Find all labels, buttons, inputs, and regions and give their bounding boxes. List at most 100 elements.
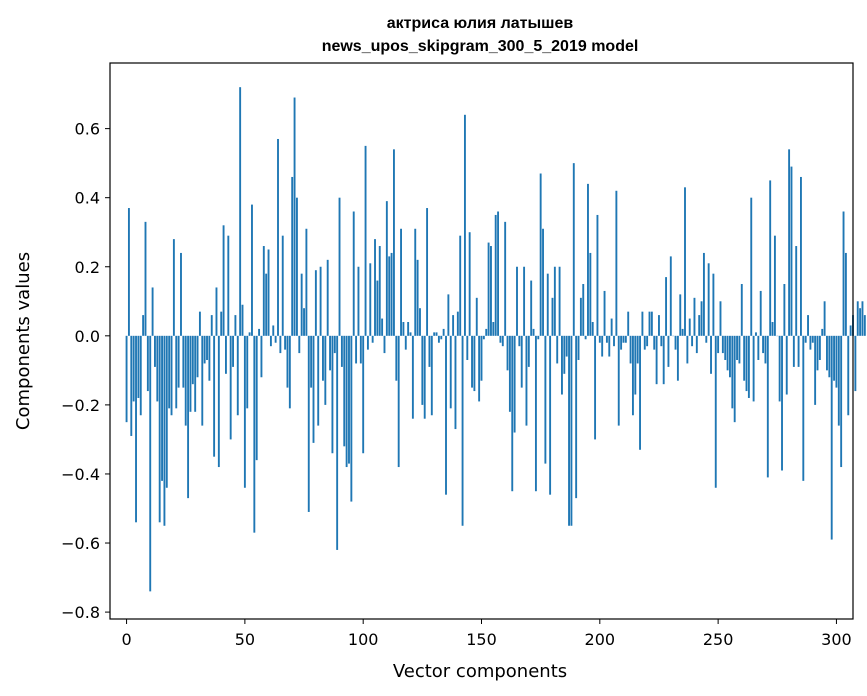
bar-152 [485, 328, 488, 336]
bar-11 [151, 287, 154, 336]
bar-114 [395, 335, 398, 381]
y-axis-ticks: −0.8 −0.6 −0.4 −0.2 0.0 0.2 0.4 0.6 [61, 120, 110, 622]
y-tick-label: 0.0 [75, 327, 100, 346]
bar-99 [359, 335, 362, 364]
bar-157 [497, 211, 500, 336]
bar-1 [127, 208, 130, 336]
chart-title-line-2: news_upos_skipgram_300_5_2019 model [322, 38, 639, 55]
bar-212 [627, 311, 630, 336]
bar-88 [333, 335, 336, 354]
bar-257 [733, 335, 736, 423]
bar-299 [833, 335, 836, 381]
bar-135 [445, 335, 447, 495]
bar-293 [818, 335, 821, 360]
bar-175 [539, 173, 542, 336]
bar-29 [194, 335, 197, 412]
bar-302 [840, 335, 843, 468]
bar-123 [416, 259, 419, 336]
bar-209 [620, 335, 623, 350]
bar-9 [146, 335, 149, 392]
bar-206 [613, 335, 615, 347]
bar-19 [170, 335, 173, 416]
bar-246 [707, 263, 710, 336]
bar-264 [750, 197, 753, 336]
bar-202 [603, 290, 606, 336]
bar-68 [286, 335, 289, 388]
bar-90 [338, 197, 341, 336]
bar-40 [220, 311, 223, 336]
y-tick-label: 0.6 [75, 120, 100, 139]
bar-216 [636, 335, 639, 364]
bar-168 [523, 266, 526, 336]
bar-56 [258, 328, 261, 336]
bar-95 [350, 335, 353, 502]
bar-6 [139, 335, 142, 416]
bar-170 [527, 335, 530, 367]
bar-162 [508, 335, 511, 412]
x-tick-label: 200 [585, 630, 616, 649]
bar-222 [650, 311, 653, 336]
bar-32 [201, 335, 204, 426]
bar-304 [844, 252, 847, 336]
y-tick-label: −0.2 [61, 396, 100, 415]
bar-228 [665, 277, 668, 336]
bar-191 [577, 335, 580, 360]
bar-129 [430, 335, 433, 416]
bar-110 [385, 201, 388, 336]
bar-277 [781, 335, 783, 471]
bar-105 [374, 239, 376, 336]
bar-278 [783, 284, 786, 336]
y-tick-label: −0.6 [61, 534, 100, 553]
bar-27 [189, 335, 192, 412]
bar-284 [797, 335, 800, 367]
bar-34 [206, 335, 208, 360]
bar-87 [331, 335, 334, 454]
bar-82 [319, 266, 322, 336]
bar-120 [409, 332, 412, 336]
bar-158 [499, 335, 502, 343]
bar-281 [790, 166, 793, 336]
bar-115 [397, 335, 400, 468]
bar-288 [807, 315, 809, 336]
bar-153 [487, 242, 490, 336]
bar-306 [849, 325, 852, 336]
bar-156 [494, 214, 497, 336]
bar-118 [404, 335, 407, 350]
bar-84 [324, 335, 327, 405]
bar-104 [371, 335, 374, 343]
bar-263 [747, 335, 750, 398]
bar-141 [459, 235, 462, 336]
bar-215 [634, 335, 637, 395]
y-tick-label: 0.2 [75, 258, 100, 277]
bar-98 [357, 266, 360, 336]
bar-49 [241, 304, 244, 336]
bar-146 [471, 335, 473, 388]
bar-37 [213, 335, 216, 457]
bar-112 [390, 252, 393, 336]
bar-296 [826, 335, 828, 371]
bar-91 [340, 335, 343, 367]
bar-70 [291, 176, 294, 336]
bar-148 [475, 297, 478, 336]
bar-236 [684, 187, 686, 336]
bar-33 [203, 335, 206, 364]
bar-303 [842, 211, 845, 336]
bar-62 [272, 325, 275, 336]
bar-106 [376, 280, 379, 336]
bar-128 [428, 335, 431, 367]
x-tick-label: 0 [121, 630, 131, 649]
bar-103 [369, 263, 372, 336]
bar-113 [393, 149, 395, 336]
bar-5 [137, 335, 140, 398]
bar-143 [463, 114, 466, 336]
bar-199 [596, 214, 599, 336]
bar-160 [504, 221, 507, 336]
x-tick-label: 100 [348, 630, 379, 649]
bar-245 [705, 335, 708, 343]
bar-144 [466, 335, 469, 360]
bar-301 [837, 335, 840, 426]
bar-276 [778, 335, 781, 402]
bar-137 [449, 335, 452, 409]
bar-133 [440, 335, 443, 340]
